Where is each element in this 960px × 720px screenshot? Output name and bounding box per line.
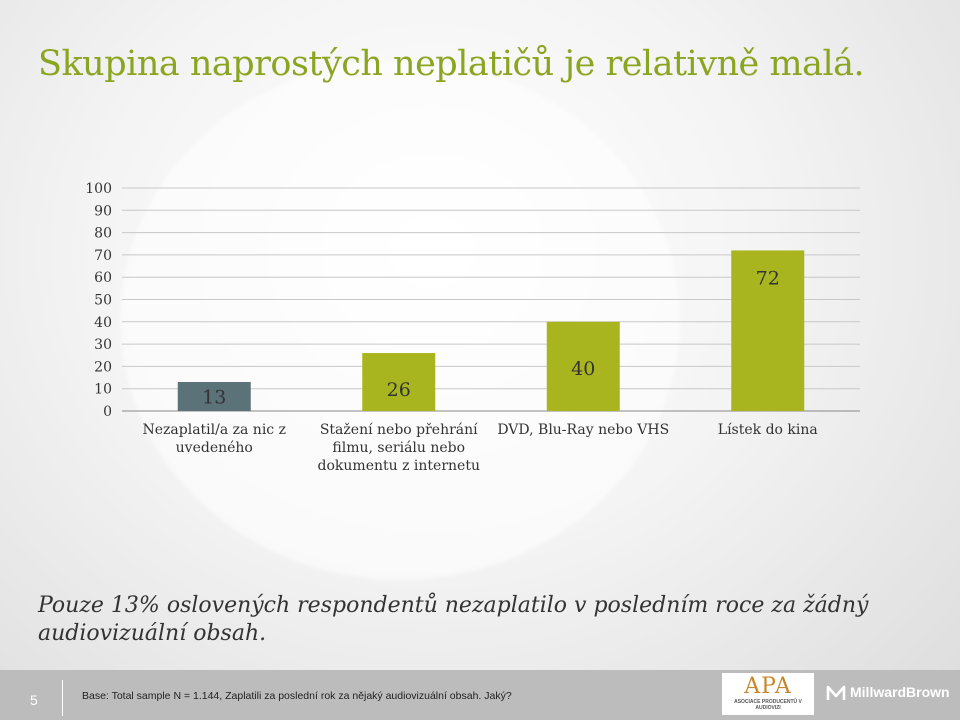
y-tick-label: 80 [94,226,112,242]
bar-chart: 0 10 20 30 40 50 60 70 80 90 100 13 Nezaplatil/a za… [85,181,860,474]
y-tick-label: 40 [94,315,112,331]
footer-divider [62,680,63,716]
bar [177,382,251,411]
summary-text: Pouze 13% oslovených respondentů nezapla… [38,593,869,646]
background-highlight [120,60,680,580]
y-tick-label: 90 [94,203,112,219]
millward-brown-logo: MillwardBrown [826,684,950,702]
apa-logo-letters: APA [744,674,792,699]
category-label: Nezaplatil/a za nic z uvedeného [143,422,286,456]
category-label-line: DVD, Blu-Ray nebo VHS [497,422,669,438]
apa-logo: APA ASOCIACE PRODUCENTŮ V AUDIOVIZI [722,673,814,715]
millward-brown-text: MillwardBrown [850,684,950,700]
category-label: DVD, Blu-Ray nebo VHS [497,422,669,438]
y-tick-label: 70 [94,248,112,264]
y-tick-label: 0 [103,404,112,420]
y-tick-label: 60 [94,270,112,286]
bar-value-label: 40 [571,358,595,380]
category-label: Stažení nebo přehrání filmu, seriálu nebo… [318,422,480,474]
chart-labels: 13 Nezaplatil/a za nic z uvedeného 26 Stažen… [143,268,818,474]
y-tick-label: 20 [94,359,112,375]
bar-value-label: 72 [756,268,780,290]
category-label-line: uvedeného [176,440,253,456]
bar [362,353,436,411]
slide-title: Skupina naprostých neplatičů je relativn… [38,44,865,84]
chart-bars [177,250,805,411]
category-label-line: Lístek do kina [718,422,818,438]
bar [731,250,805,411]
apa-logo-subtitle: ASOCIACE PRODUCENTŮ V AUDIOVIZI [734,699,802,711]
y-tick-label: 100 [85,181,112,197]
bar-value-label: 13 [202,387,226,409]
category-label-line: Nezaplatil/a za nic z [143,422,286,438]
y-tick-label: 10 [94,382,112,398]
page-number: 5 [30,692,38,708]
base-note: Base: Total sample N = 1.144, Zaplatili … [82,690,512,702]
y-tick-label: 50 [94,293,112,309]
y-axis: 0 10 20 30 40 50 60 70 80 90 100 [85,181,112,420]
millward-brown-mark-icon [826,685,846,701]
category-label-line: Stažení nebo přehrání [320,422,478,438]
category-label-line: filmu, seriálu nebo [332,440,465,456]
category-label-line: dokumentu z internetu [318,458,480,474]
bar-value-label: 26 [387,379,411,401]
category-label: Lístek do kina [718,422,818,438]
y-tick-label: 30 [94,337,112,353]
bar [546,321,620,411]
